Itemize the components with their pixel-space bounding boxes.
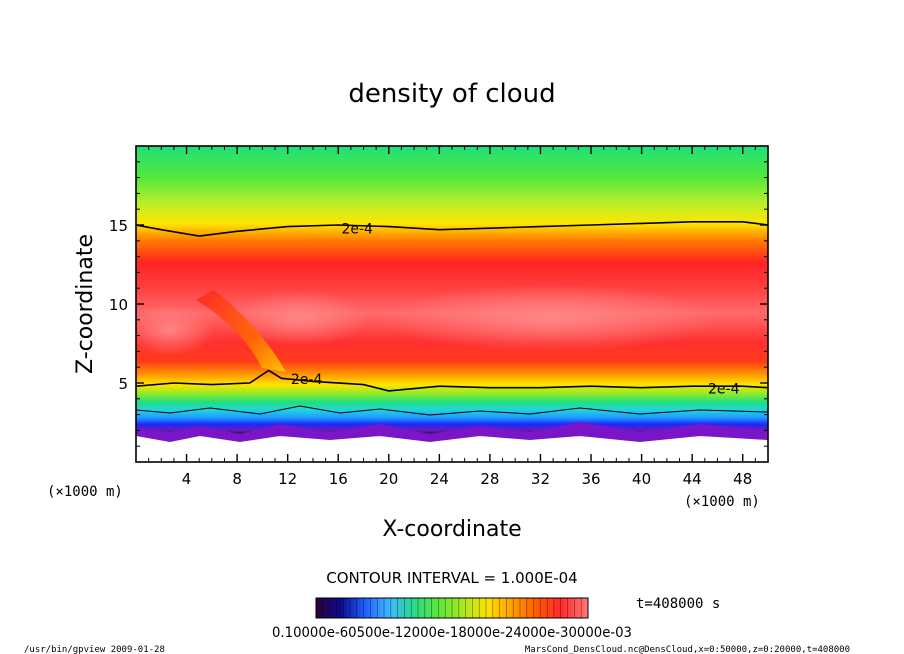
footer-right: MarsCond_DensCloud.nc@DensCloud,x=0:5000… — [525, 645, 850, 654]
heatmap-field — [136, 146, 768, 462]
contour-labels: 2e-4 2e-4 2e-4 — [291, 222, 740, 398]
heatmap-plume — [196, 290, 286, 372]
chart-title: density of cloud — [348, 79, 555, 109]
x-axis-title: X-coordinate — [382, 517, 521, 542]
x-unit-right: (×1000 m) — [684, 494, 760, 510]
heatmap-core-leftedge — [136, 304, 215, 356]
contour-interval-label: CONTOUR INTERVAL = 1.000E-04 — [326, 569, 577, 587]
x-tick-label: 44 — [683, 470, 702, 488]
x-tick-label: 48 — [733, 470, 752, 488]
x-tick-label: 28 — [480, 470, 499, 488]
y-axis-ticks: 5 10 15 — [109, 161, 768, 447]
x-tick-label: 4 — [182, 470, 192, 488]
colorbar-segment-lines — [322, 598, 582, 618]
time-label: t=408000 s — [636, 596, 720, 612]
y-axis-title: Z-coordinate — [73, 234, 98, 374]
heatmap-core-left — [230, 290, 370, 346]
x-tick-label: 24 — [430, 470, 449, 488]
contour-lower-secondary — [136, 405, 768, 416]
y-tick-label: 15 — [109, 217, 128, 235]
x-axis-ticks: 4 8 12 16 20 24 28 32 36 40 44 48 — [148, 146, 756, 488]
heatmap-core-right — [380, 284, 720, 352]
y-tick-label: 10 — [109, 296, 128, 314]
footer-left: /usr/bin/gpview 2009-01-28 — [24, 645, 165, 654]
x-tick-label: 32 — [531, 470, 550, 488]
y-tick-label: 5 — [118, 375, 128, 393]
contour-2e-4-lower — [136, 369, 768, 392]
x-tick-label: 12 — [278, 470, 297, 488]
contour-label: 2e-4 — [341, 222, 373, 238]
x-tick-label: 16 — [329, 470, 348, 488]
x-tick-label: 36 — [581, 470, 600, 488]
contour-2e-4-upper — [136, 221, 768, 237]
x-unit-left: (×1000 m) — [47, 484, 123, 500]
x-tick-label: 8 — [232, 470, 242, 488]
contour-label: 2e-4 — [708, 381, 740, 397]
colorbar-tick-labels: 0.10000e-60500e-12000e-18000e-24000e-300… — [272, 625, 632, 641]
x-tick-label: 40 — [632, 470, 651, 488]
contour-label: 2e-4 — [291, 372, 323, 388]
x-tick-label: 20 — [379, 470, 398, 488]
heatmap-bottom-band — [136, 422, 768, 442]
